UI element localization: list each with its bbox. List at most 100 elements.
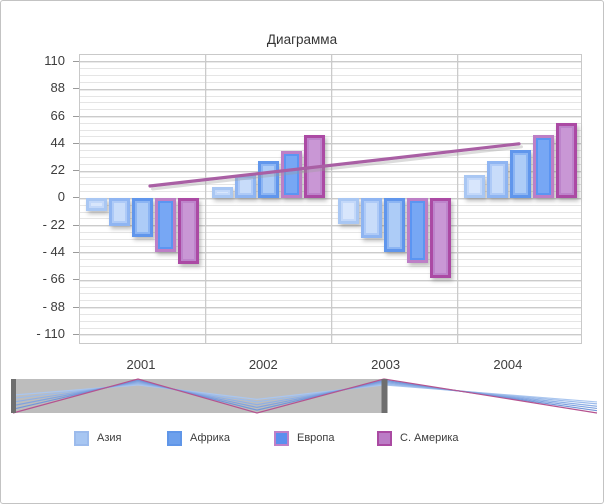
- bar-series1-2002[interactable]: [212, 187, 234, 199]
- gridline: [80, 122, 581, 124]
- y-axis-tick-label: 22: [50, 162, 65, 178]
- gridline: [80, 81, 581, 83]
- gridline: [80, 313, 581, 315]
- gridline: [80, 75, 581, 77]
- y-axis-tick-mark: [73, 197, 79, 199]
- bar-series4-2004[interactable]: [532, 135, 554, 199]
- gridline: [80, 320, 581, 322]
- bar-series3-2003[interactable]: [383, 198, 405, 252]
- chart-title: Диаграмма: [266, 32, 338, 47]
- gridline: [80, 102, 581, 104]
- gridline: [80, 266, 581, 268]
- gridline: [80, 307, 581, 309]
- x-axis-category-label: 2004: [493, 357, 523, 372]
- y-axis-tick-label: - 44: [42, 243, 65, 259]
- y-axis-tick-mark: [73, 142, 79, 144]
- bar-series4-2003[interactable]: [406, 198, 428, 263]
- gridline: [80, 334, 581, 336]
- gridline: [80, 211, 581, 213]
- x-axis-category-label: 2002: [248, 357, 278, 372]
- gridline: [80, 300, 581, 302]
- category-separator-line: [456, 55, 458, 343]
- gridline: [80, 232, 581, 234]
- x-axis-category-label: 2001: [126, 357, 156, 372]
- gridline: [80, 204, 581, 206]
- legend-item-4[interactable]: С. Америка: [377, 430, 459, 446]
- bar-series2-2003[interactable]: [360, 198, 382, 239]
- category-separator-line: [331, 55, 332, 343]
- bar-series5-2003[interactable]: [429, 198, 451, 278]
- gridline: [80, 245, 581, 247]
- bar-series1-2004[interactable]: [463, 174, 485, 199]
- y-axis-tick-label: 110: [44, 52, 65, 68]
- legend-item-3[interactable]: Европа: [274, 430, 335, 446]
- gridline: [80, 191, 581, 193]
- bar-series4-2001[interactable]: [155, 198, 177, 252]
- y-axis-tick-mark: [73, 170, 79, 172]
- bar-series5-2002[interactable]: [304, 135, 326, 199]
- gridline: [80, 259, 581, 261]
- legend-label: С. Америка: [400, 432, 459, 444]
- y-axis-tick-mark: [73, 333, 79, 335]
- gridline: [80, 272, 581, 274]
- gridline: [80, 88, 581, 90]
- navigator-scrollbar[interactable]: [1, 371, 604, 421]
- bar-series3-2002[interactable]: [258, 161, 280, 199]
- y-axis-tick-mark: [73, 279, 79, 281]
- legend-label: Европа: [297, 432, 335, 444]
- gridline: [80, 109, 581, 111]
- legend-label: Африка: [190, 432, 230, 444]
- bar-series4-2002[interactable]: [281, 151, 303, 199]
- gridline: [80, 197, 581, 199]
- bar-series1-2001[interactable]: [86, 198, 108, 211]
- legend-item-1[interactable]: Азия: [74, 430, 121, 446]
- y-axis-tick-mark: [73, 115, 79, 117]
- y-axis-tick-label: - 88: [42, 298, 65, 314]
- x-axis-category-label: 2003: [371, 357, 401, 372]
- gridline: [80, 61, 581, 63]
- y-axis-tick-label: - 110: [36, 325, 65, 341]
- navigator-handle-left[interactable]: [11, 379, 16, 413]
- gridline: [80, 116, 581, 117]
- y-axis-tick-mark: [73, 224, 79, 226]
- gridline: [80, 95, 581, 97]
- legend-label: Азия: [97, 432, 122, 444]
- y-axis-tick-mark: [73, 88, 79, 90]
- gridline: [80, 252, 581, 254]
- category-separator-line: [205, 55, 207, 343]
- y-axis-tick-mark: [73, 60, 79, 62]
- bar-series3-2004[interactable]: [509, 150, 531, 199]
- gridline: [80, 225, 581, 227]
- bar-series3-2001[interactable]: [132, 198, 154, 237]
- legend-swatch: [377, 430, 392, 446]
- bar-series5-2001[interactable]: [178, 198, 200, 265]
- bar-series2-2004[interactable]: [486, 161, 508, 199]
- legend-swatch: [167, 430, 182, 446]
- chart-legend: Азия Африка Европа С. Америка: [1, 430, 603, 448]
- gridline: [80, 136, 581, 138]
- gridline: [80, 286, 581, 288]
- gridline: [80, 218, 581, 220]
- y-axis-tick-label: 88: [50, 80, 65, 96]
- bar-series2-2002[interactable]: [235, 174, 257, 199]
- bar-series1-2003[interactable]: [337, 198, 359, 225]
- gridline: [80, 238, 581, 240]
- legend-swatch: [274, 430, 289, 446]
- bar-series2-2001[interactable]: [109, 198, 131, 226]
- legend-item-2[interactable]: Африка: [167, 430, 230, 446]
- y-axis-tick-label: - 22: [42, 216, 65, 232]
- gridline: [80, 279, 581, 281]
- legend-swatch: [74, 430, 89, 446]
- gridline: [80, 293, 581, 295]
- gridline: [80, 327, 581, 329]
- y-axis-tick-label: - 66: [42, 271, 65, 287]
- plot-area: [79, 54, 582, 344]
- navigator-handle-right[interactable]: [381, 379, 388, 413]
- gridline: [80, 129, 581, 131]
- y-axis-tick-mark: [73, 306, 79, 308]
- y-axis-tick-label: 66: [50, 107, 65, 123]
- gridline: [80, 68, 581, 70]
- bar-series5-2004[interactable]: [555, 122, 577, 199]
- y-axis-tick-label: 44: [50, 134, 65, 150]
